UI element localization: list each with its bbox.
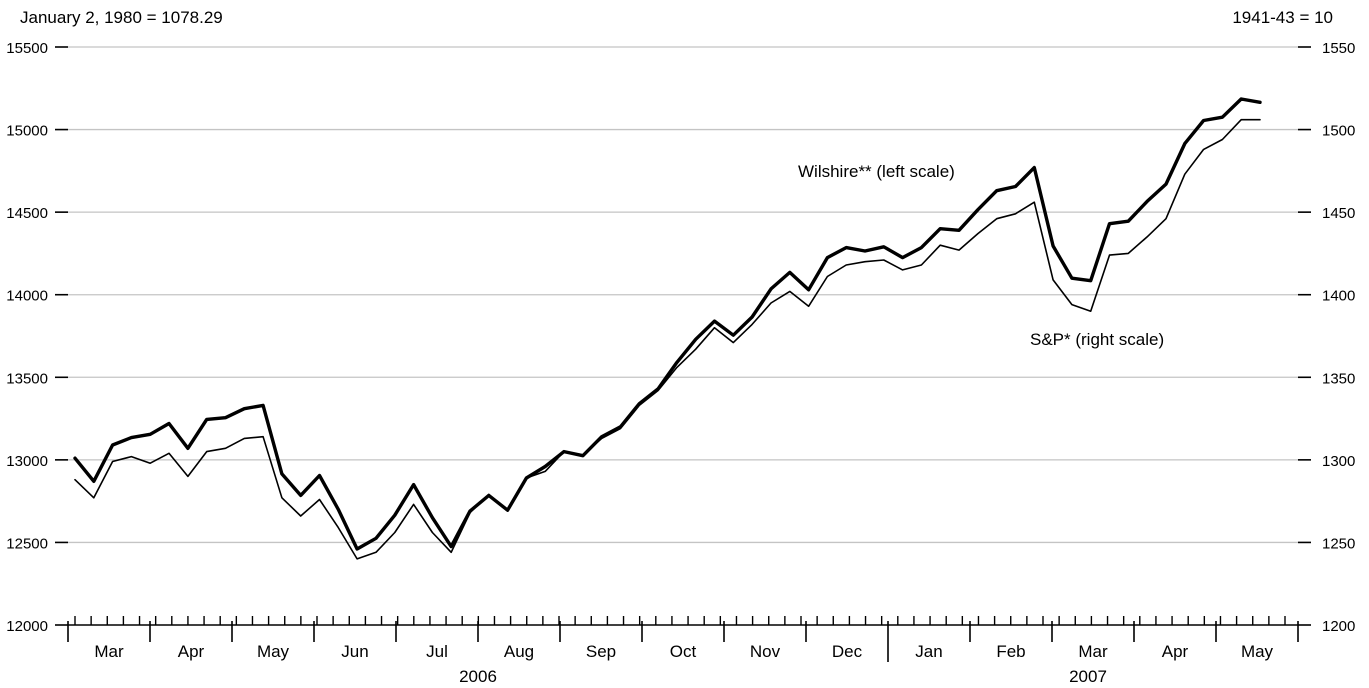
sp-series-label: S&P* (right scale) [1030,330,1165,349]
month-label: Nov [750,642,781,661]
right-tick-label: 1250 [1322,535,1355,552]
month-label: May [1241,642,1274,661]
gridlines [68,46,1298,544]
right-y-axis: 1200 1250 1300 1350 1400 1450 1500 1550 [1298,40,1355,635]
right-tick-label: 1550 [1322,40,1355,57]
month-label: Apr [1162,642,1189,661]
month-label: May [257,642,290,661]
right-tick-label: 1300 [1322,453,1355,470]
right-tick-label: 1400 [1322,288,1355,305]
wilshire-line [73,97,1262,551]
month-label: Apr [178,642,205,661]
right-tick-label: 1450 [1322,205,1355,222]
month-label: Dec [832,642,863,661]
month-label: Jul [426,642,448,661]
series-lines [73,97,1262,560]
month-label: Mar [1078,642,1108,661]
right-tick-label: 1500 [1322,123,1355,140]
month-label: Sep [586,642,616,661]
sp-line [74,118,1261,560]
month-label: Jan [915,642,942,661]
right-scale-note: 1941-43 = 10 [1232,8,1333,27]
year-label-2006: 2006 [459,667,497,686]
x-axis: Mar Apr May Jun Jul Aug Sep Oct Nov Dec Jan Feb Mar A… [67,616,1299,686]
month-label: Jun [341,642,368,661]
left-tick-label: 15000 [6,123,48,140]
month-label: Mar [94,642,124,661]
wilshire-series-label: Wilshire** (left scale) [798,162,955,181]
left-y-axis: 12000 12500 13000 13500 14000 14500 15000 15500 [6,40,68,635]
month-label: Oct [670,642,697,661]
left-tick-label: 12500 [6,535,48,552]
month-label: Aug [504,642,534,661]
left-scale-note: January 2, 1980 = 1078.29 [20,8,223,27]
right-tick-label: 1200 [1322,618,1355,635]
right-tick-label: 1350 [1322,370,1355,387]
left-tick-label: 14500 [6,205,48,222]
month-label: Feb [996,642,1025,661]
left-tick-label: 14000 [6,288,48,305]
left-tick-label: 13500 [6,370,48,387]
left-tick-label: 15500 [6,40,48,57]
year-label-2007: 2007 [1069,667,1107,686]
left-tick-label: 13000 [6,453,48,470]
left-tick-label: 12000 [6,618,48,635]
